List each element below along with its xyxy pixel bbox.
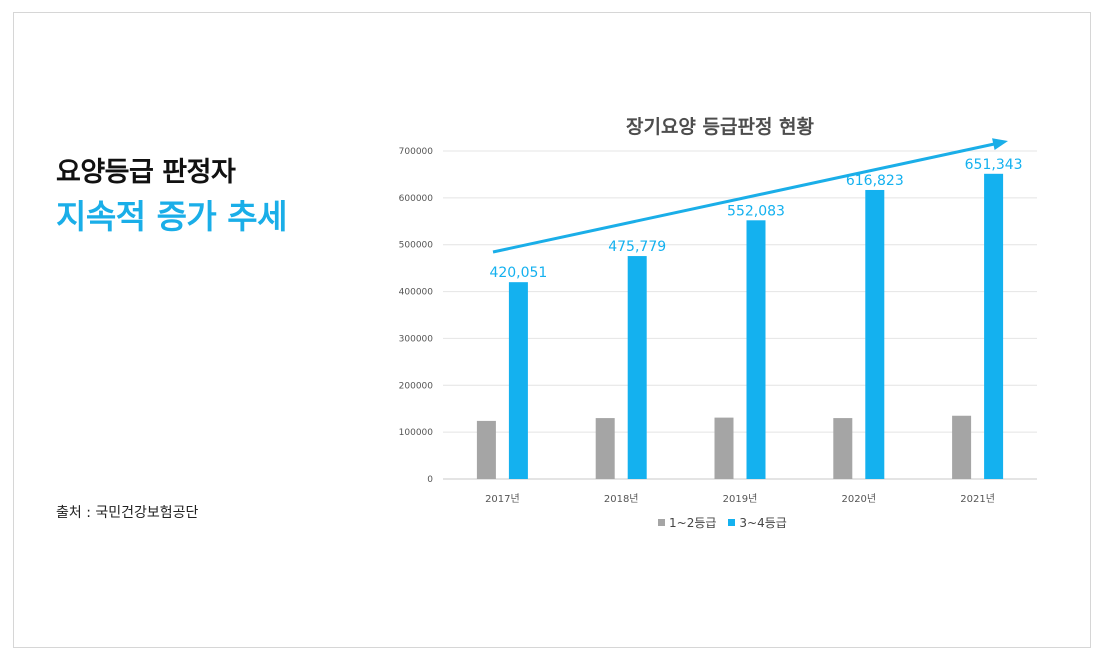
bar-series-a xyxy=(952,415,972,479)
legend-swatch-series-a xyxy=(658,519,665,526)
source-note: 출처 : 국민건강보험공단 xyxy=(56,505,199,521)
x-tick-label: 2017년 xyxy=(485,493,520,505)
y-tick-label: 400000 xyxy=(399,288,434,298)
bar-series-a xyxy=(476,420,496,479)
trend-arrow-line xyxy=(492,142,997,254)
y-tick-label: 600000 xyxy=(399,194,434,204)
bar-series-b xyxy=(984,173,1004,479)
y-tick-label: 700000 xyxy=(399,147,434,157)
bar-series-b xyxy=(508,282,528,479)
legend-label-series-b: 3~4등급 xyxy=(739,516,787,530)
chart-legend: 1~2등급 3~4등급 xyxy=(658,514,787,531)
legend-item-series-b: 3~4등급 xyxy=(728,514,787,531)
y-tick-label: 300000 xyxy=(399,334,434,344)
headline-subtitle: 지속적 증가 추세 xyxy=(56,197,288,236)
y-tick-label: 200000 xyxy=(399,381,434,391)
bar-series-b xyxy=(627,256,647,479)
chart-title: 장기요양 등급판정 현황 xyxy=(625,116,815,138)
data-label: 552,083 xyxy=(727,203,785,219)
x-tick-label: 2019년 xyxy=(723,493,758,505)
headline-title: 요양등급 판정자 xyxy=(56,157,236,188)
y-tick-label: 100000 xyxy=(399,428,434,438)
bar-series-a xyxy=(833,418,853,479)
y-tick-label: 0 xyxy=(427,475,433,485)
trend-arrow-head xyxy=(992,138,1008,151)
bar-series-b xyxy=(746,220,766,479)
x-tick-label: 2020년 xyxy=(841,493,876,505)
slide-frame xyxy=(13,12,1091,648)
data-label: 475,779 xyxy=(608,239,666,255)
legend-swatch-series-b xyxy=(728,519,736,526)
bar-series-b xyxy=(865,189,885,479)
bar-series-a xyxy=(595,418,615,479)
data-label: 651,343 xyxy=(965,157,1023,173)
x-tick-label: 2021년 xyxy=(960,493,995,505)
data-label: 616,823 xyxy=(846,173,904,189)
legend-item-series-a: 1~2등급 xyxy=(658,514,716,531)
legend-label-series-a: 1~2등급 xyxy=(669,516,717,530)
x-tick-label: 2018년 xyxy=(604,493,639,505)
data-label: 420,051 xyxy=(489,265,547,281)
bar-series-a xyxy=(714,417,734,479)
y-tick-label: 500000 xyxy=(399,241,434,251)
